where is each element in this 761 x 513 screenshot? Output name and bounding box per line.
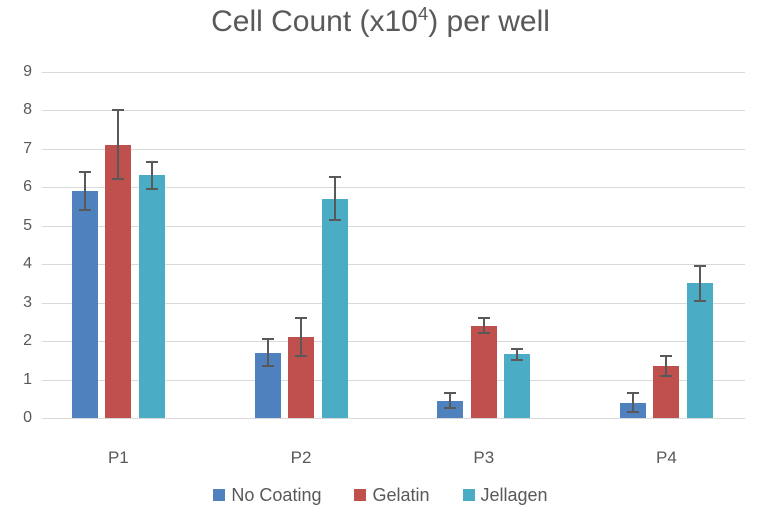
- y-tick-label-0: 0: [23, 409, 32, 426]
- x-tick-label-p2: P2: [290, 448, 312, 467]
- gridline-y5: [42, 225, 745, 227]
- legend-swatch-gelatin: [354, 489, 367, 501]
- y-tick-label-7: 7: [23, 139, 32, 157]
- gridline-y4: [42, 264, 745, 265]
- y-tick-label-9: 9: [23, 62, 32, 80]
- y-tick-label-6: 6: [23, 178, 32, 195]
- gridline-y2: [42, 341, 745, 342]
- y-tick-label-2: 2: [23, 332, 32, 349]
- error-bar-gelatin-p3: [482, 317, 485, 334]
- error-bar-jellagen-p2: [333, 177, 336, 220]
- legend-label-jellagen: Jellagen: [480, 484, 548, 505]
- chart-title-suffix: ) per well: [428, 5, 550, 38]
- gridline-y6: [42, 187, 745, 188]
- y-tick-label-8: 8: [23, 101, 32, 118]
- error-bar-cap-top-gelatin-p4: [660, 355, 673, 358]
- error-bar-cap-bottom-no-coating-p4: [626, 411, 639, 414]
- error-bar-cap-top-no-coating-p2: [261, 338, 274, 341]
- x-tick-label-p4: P4: [656, 448, 677, 467]
- bar-jellagen-p2: [321, 198, 348, 418]
- error-bar-gelatin-p4: [665, 356, 668, 376]
- gridline-y3: [42, 302, 745, 304]
- error-bar-cap-top-jellagen-p4: [693, 264, 706, 267]
- error-bar-gelatin-p1: [117, 110, 120, 180]
- error-bar-cap-bottom-no-coating-p1: [78, 209, 91, 212]
- y-tick-label-4: 4: [23, 255, 32, 272]
- bar-jellagen-p4: [686, 283, 713, 418]
- error-bar-cap-top-gelatin-p2: [295, 316, 308, 319]
- error-bar-cap-top-jellagen-p3: [511, 347, 524, 350]
- error-bar-cap-bottom-jellagen-p4: [693, 299, 706, 302]
- y-tick-label-5: 5: [23, 216, 32, 234]
- error-bar-cap-bottom-no-coating-p3: [444, 407, 457, 410]
- error-bar-cap-bottom-gelatin-p3: [477, 332, 490, 335]
- gridline-y0: [42, 418, 745, 419]
- gridline-y1: [42, 379, 745, 381]
- chart-title: Cell Count (x104) per well: [0, 3, 761, 39]
- chart-title-prefix: Cell Count (x10: [211, 5, 418, 38]
- legend-item-no-coating: No Coating: [213, 485, 321, 506]
- error-bar-jellagen-p4: [698, 265, 701, 301]
- gridline-y8: [42, 110, 745, 111]
- legend-item-jellagen: Jellagen: [462, 484, 548, 506]
- bar-gelatin-p1: [105, 144, 132, 418]
- error-bar-cap-top-no-coating-p1: [78, 170, 91, 173]
- error-bar-no-coating-p3: [449, 392, 452, 409]
- legend-label-no-coating: No Coating: [231, 484, 322, 505]
- chart-title-superscript: 4: [417, 3, 429, 24]
- gridline-y7: [42, 148, 745, 150]
- legend-item-gelatin: Gelatin: [354, 484, 430, 506]
- error-bar-jellagen-p3: [516, 348, 519, 361]
- bar-gelatin-p3: [470, 325, 497, 418]
- gridline-y9: [42, 71, 745, 73]
- error-bar-cap-top-jellagen-p2: [328, 176, 341, 179]
- bar-jellagen-p3: [504, 354, 531, 418]
- error-bar-cap-top-gelatin-p3: [477, 316, 490, 319]
- error-bar-cap-bottom-gelatin-p4: [660, 374, 673, 377]
- legend: No Coating Gelatin Jellagen: [0, 483, 761, 507]
- error-bar-no-coating-p1: [83, 171, 86, 211]
- error-bar-cap-top-jellagen-p1: [145, 160, 158, 163]
- x-tick-label-p3: P3: [473, 448, 495, 467]
- error-bar-no-coating-p4: [631, 392, 634, 413]
- error-bar-cap-bottom-jellagen-p3: [511, 359, 524, 362]
- error-bar-no-coating-p2: [266, 339, 269, 366]
- error-bar-cap-bottom-jellagen-p1: [145, 187, 158, 190]
- legend-swatch-no-coating: [213, 489, 226, 501]
- error-bar-cap-bottom-gelatin-p2: [295, 355, 308, 358]
- error-bar-cap-bottom-gelatin-p1: [112, 178, 125, 181]
- y-tick-label-3: 3: [23, 293, 32, 311]
- bar-jellagen-p1: [138, 175, 165, 418]
- y-tick-label-1: 1: [23, 370, 32, 388]
- error-bar-cap-bottom-jellagen-p2: [328, 218, 341, 221]
- x-tick-label-p1: P1: [107, 448, 129, 467]
- error-bar-cap-top-gelatin-p1: [112, 109, 125, 111]
- error-bar-cap-top-no-coating-p3: [444, 391, 457, 394]
- error-bar-cap-top-no-coating-p4: [626, 391, 639, 394]
- bar-no-coating-p1: [71, 190, 98, 418]
- error-bar-cap-bottom-no-coating-p2: [261, 365, 274, 368]
- error-bar-jellagen-p1: [150, 161, 153, 189]
- legend-swatch-jellagen: [462, 489, 475, 501]
- error-bar-gelatin-p2: [300, 317, 303, 357]
- legend-label-gelatin: Gelatin: [372, 484, 430, 505]
